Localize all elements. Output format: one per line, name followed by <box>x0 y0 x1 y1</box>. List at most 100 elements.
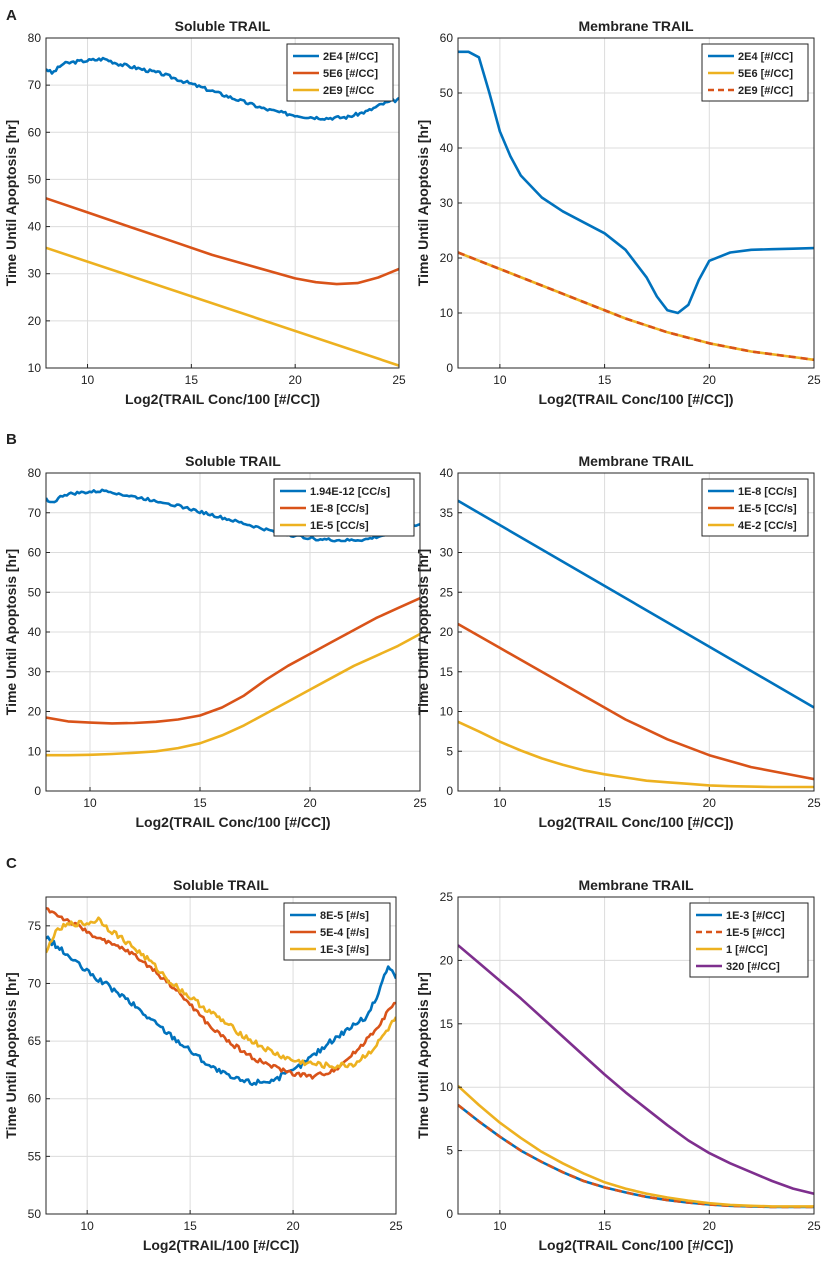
y-tick-label: 0 <box>446 1207 453 1221</box>
x-tick-label: 25 <box>413 796 427 810</box>
y-tick-label: 10 <box>28 744 42 758</box>
y-tick-label: 35 <box>440 506 454 520</box>
y-tick-label: 50 <box>28 1207 42 1221</box>
chart-b-soluble: 10 15 20 25 0 10 20 30 40 50 60 70 80 Soluble TRAIL Lo… <box>3 453 427 830</box>
y-tick-label: 40 <box>440 141 454 155</box>
x-tick-label: 10 <box>81 373 95 387</box>
x-tick-label: 15 <box>598 1219 612 1233</box>
series-line-2 <box>458 251 814 362</box>
series-line-3 <box>458 720 814 789</box>
y-tick-label: 50 <box>440 86 454 100</box>
legend: 2E4 [#/CC] 5E6 [#/CC] 2E9 [#/CC <box>286 43 394 102</box>
y-tick-label: 5 <box>446 1144 453 1158</box>
x-tick-label: 15 <box>598 373 612 387</box>
x-tick-label: 10 <box>493 373 507 387</box>
legend-label: 2E4 [#/CC] <box>323 51 378 63</box>
y-tick-label: 15 <box>440 1017 454 1031</box>
series-line-2 <box>458 622 814 781</box>
y-tick-label: 0 <box>34 784 41 798</box>
x-axis-label: Log2(TRAIL Conc/100 [#/CC]) <box>125 391 320 407</box>
y-tick-label: 70 <box>28 78 42 92</box>
y-tick-label: 70 <box>28 506 42 520</box>
legend-label: 1E-5 [CC/s] <box>738 503 797 515</box>
x-tick-label: 10 <box>493 796 507 810</box>
x-tick-label: 10 <box>80 1219 94 1233</box>
chart-c-membrane: 10 15 20 25 0 5 10 15 20 25 Membrane TRAIL Log2(TRA… <box>415 877 821 1253</box>
y-tick-label: 20 <box>440 251 454 265</box>
legend: 1E-3 [#/CC] 1E-5 [#/CC] 1 [#/CC] 320 [#/CC] <box>689 902 809 978</box>
panel-label-c: C <box>6 855 17 872</box>
legend-label: 2E9 [#/CC <box>323 85 374 97</box>
y-tick-label: 55 <box>28 1149 42 1163</box>
legend-label: 1.94E-12 [CC/s] <box>310 486 390 498</box>
legend-label: 1E-5 [CC/s] <box>310 520 369 532</box>
x-tick-label: 20 <box>703 373 717 387</box>
x-axis-label: Log2(TRAIL Conc/100 [#/CC]) <box>136 814 331 830</box>
chart-title: Membrane TRAIL <box>578 877 694 893</box>
y-tick-label: 30 <box>28 665 42 679</box>
plot-frame <box>457 896 815 1215</box>
y-tick-label: 20 <box>440 625 454 639</box>
x-axis-label: Log2(TRAIL Conc/100 [#/CC]) <box>539 814 734 830</box>
x-axis-label: Log2(TRAIL Conc/100 [#/CC]) <box>539 1237 734 1253</box>
y-tick-label: 70 <box>28 976 42 990</box>
series-line-1 <box>46 56 399 121</box>
y-tick-label: 10 <box>440 1080 454 1094</box>
y-axis-label: Time Until Apoptosis [hr] <box>3 972 19 1138</box>
legend-label: 4E-2 [CC/s] <box>738 520 797 532</box>
series-line-3 <box>46 246 399 367</box>
y-tick-label: 5 <box>446 744 453 758</box>
y-tick-label: 80 <box>28 466 42 480</box>
x-axis-label: Log2(TRAIL/100 [#/CC]) <box>143 1237 299 1253</box>
y-tick-label: 0 <box>446 361 453 375</box>
y-tick-label: 30 <box>440 546 454 560</box>
x-tick-label: 15 <box>183 1219 197 1233</box>
y-tick-label: 10 <box>440 705 454 719</box>
legend-label: 1E-8 [CC/s] <box>738 486 797 498</box>
y-tick-label: 60 <box>28 1092 42 1106</box>
y-tick-label: 25 <box>440 890 454 904</box>
y-tick-label: 65 <box>28 1034 42 1048</box>
chart-title: Membrane TRAIL <box>578 453 694 469</box>
y-tick-label: 25 <box>440 585 454 599</box>
y-tick-label: 40 <box>28 625 42 639</box>
y-tick-label: 20 <box>28 314 42 328</box>
y-tick-label: 20 <box>440 953 454 967</box>
legend: 1.94E-12 [CC/s] 1E-8 [CC/s] 1E-5 [CC/s] <box>273 478 415 537</box>
y-axis-label: Time Until Apoptosis [hr] <box>415 549 431 715</box>
y-tick-label: 10 <box>440 306 454 320</box>
x-tick-label: 10 <box>493 1219 507 1233</box>
legend: 2E4 [#/CC] 5E6 [#/CC] 2E9 [#/CC] <box>701 43 809 102</box>
y-tick-label: 15 <box>440 665 454 679</box>
legend-label: 1E-3 [#/s] <box>320 944 369 956</box>
series-line-3 <box>458 1084 814 1208</box>
legend: 1E-8 [CC/s] 1E-5 [CC/s] 4E-2 [CC/s] <box>701 478 809 537</box>
x-tick-label: 25 <box>392 373 406 387</box>
chart-title: Soluble TRAIL <box>173 877 269 893</box>
chart-a-membrane: 10 15 20 25 0 10 20 30 40 50 60 Membrane TRAIL Log2(… <box>415 18 821 407</box>
y-tick-label: 80 <box>28 31 42 45</box>
y-axis-label: TIme Until Apoptosis [hr] <box>415 972 431 1139</box>
y-axis-label: Time Until Apoptosis [hr] <box>3 120 19 286</box>
y-tick-label: 30 <box>440 196 454 210</box>
y-tick-label: 50 <box>28 585 42 599</box>
chart-title: Membrane TRAIL <box>578 18 694 34</box>
x-tick-label: 20 <box>288 373 302 387</box>
series-line-3 <box>46 916 396 1070</box>
panel-label-b: B <box>6 431 17 448</box>
y-tick-label: 60 <box>440 31 454 45</box>
y-tick-label: 30 <box>28 267 42 281</box>
legend-label: 1E-5 [#/CC] <box>726 927 785 939</box>
legend-label: 2E4 [#/CC] <box>738 51 793 63</box>
x-tick-label: 25 <box>807 373 821 387</box>
panel-label-a: A <box>6 7 17 24</box>
series-line-1 <box>458 499 814 709</box>
legend-label: 1 [#/CC] <box>726 944 768 956</box>
x-tick-label: 20 <box>703 796 717 810</box>
series-line-1 <box>46 935 396 1087</box>
plot-frame <box>45 896 397 1215</box>
chart-title: Soluble TRAIL <box>185 453 281 469</box>
x-tick-label: 25 <box>807 1219 821 1233</box>
